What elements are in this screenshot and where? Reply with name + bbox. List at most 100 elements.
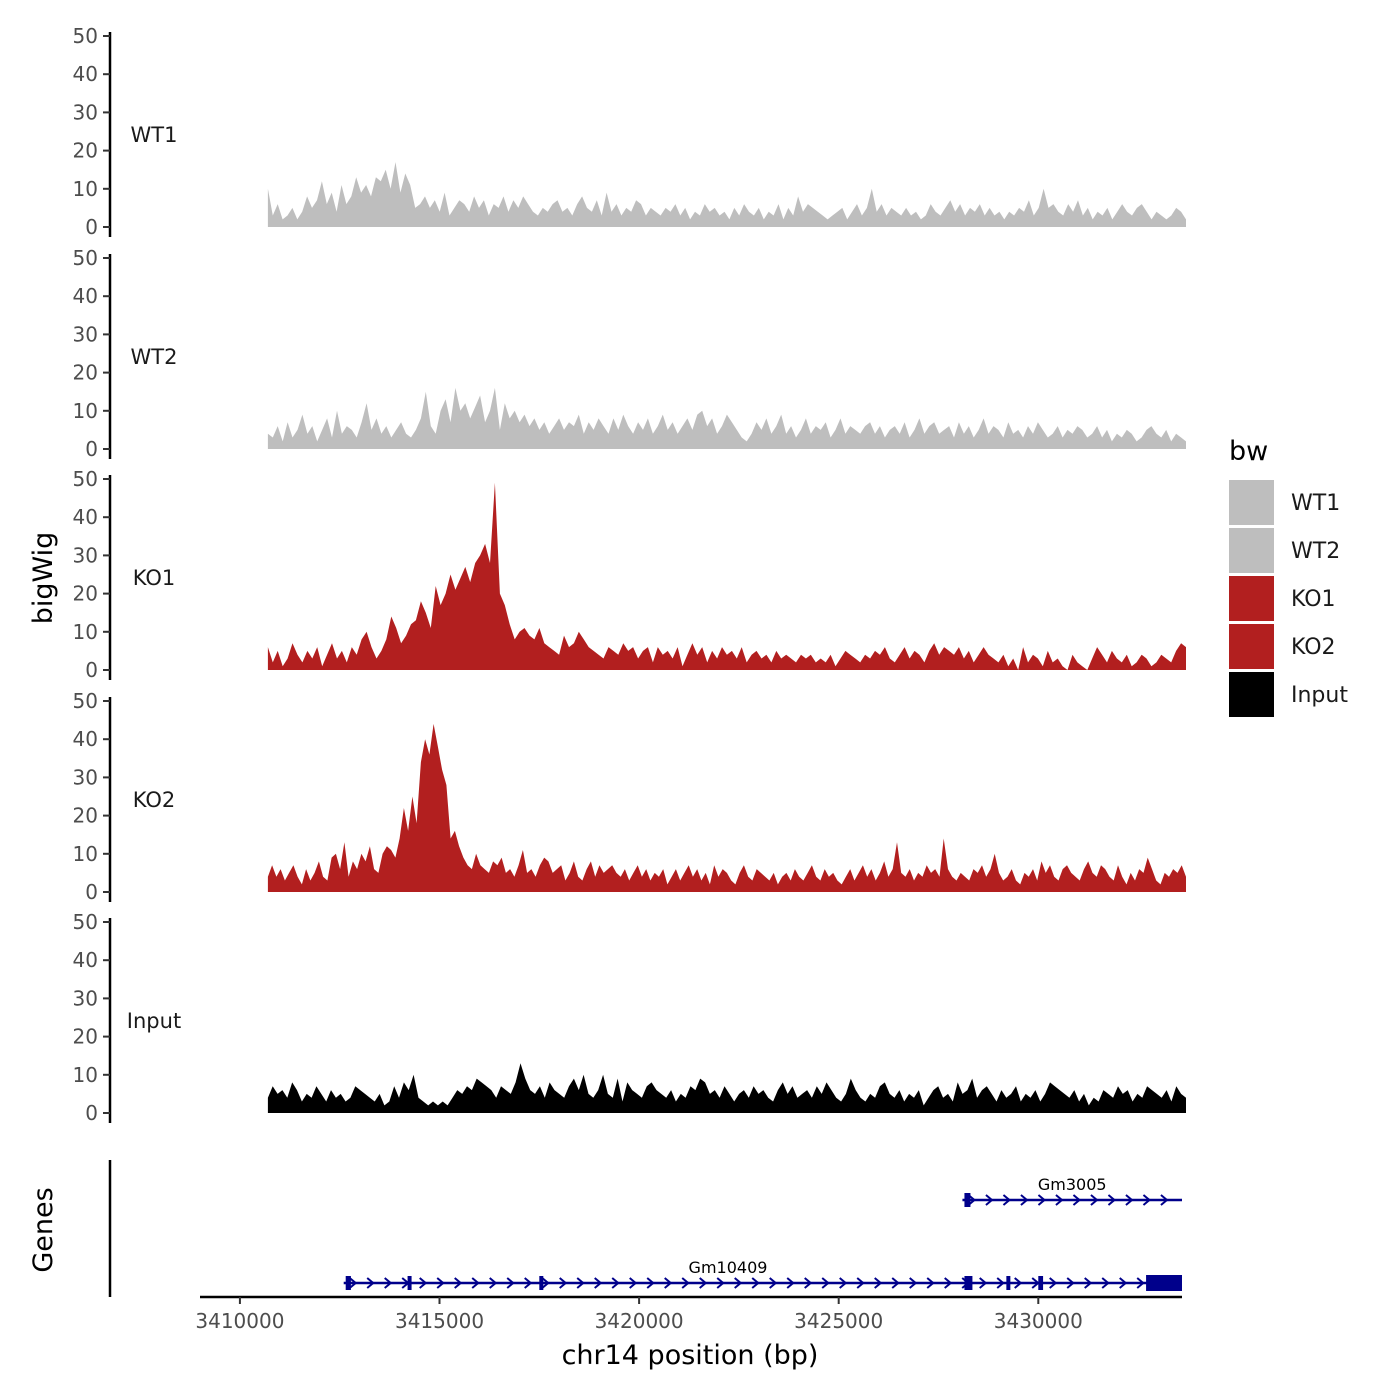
legend: bw WT1 WT2 KO1 KO2 Input bbox=[1229, 436, 1348, 717]
y-tick-label: 50 bbox=[73, 689, 98, 713]
strand-arrow bbox=[786, 1277, 795, 1289]
signal-area-wt1 bbox=[267, 162, 1186, 227]
exon bbox=[345, 1276, 351, 1290]
y-tick-label: 50 bbox=[73, 24, 98, 48]
y-tick-label: 30 bbox=[73, 543, 98, 567]
track-label: KO1 bbox=[133, 566, 176, 590]
track-ko1: 0 10 20 30 40 50 KO1 bbox=[73, 467, 1186, 682]
y-tick-label: 20 bbox=[73, 361, 98, 385]
y-axis-title: bigWig bbox=[28, 532, 59, 625]
strand-arrow bbox=[384, 1277, 393, 1289]
track-input: 0 10 20 30 40 50 Input bbox=[73, 910, 1186, 1125]
strand-arrow bbox=[436, 1277, 445, 1289]
exon bbox=[539, 1276, 544, 1290]
y-tick-label: 20 bbox=[73, 139, 98, 163]
y-tick-label: 0 bbox=[85, 880, 98, 904]
strand-arrow bbox=[489, 1277, 498, 1289]
x-tick-label: 3415000 bbox=[395, 1309, 484, 1333]
legend-swatch-wt2 bbox=[1229, 528, 1274, 573]
strand-arrow bbox=[1049, 1277, 1058, 1289]
strand-arrow bbox=[874, 1277, 883, 1289]
exon bbox=[407, 1276, 412, 1290]
y-tick-label: 20 bbox=[73, 582, 98, 606]
strand-arrow bbox=[1107, 1194, 1117, 1206]
y-tick-label: 0 bbox=[85, 215, 98, 239]
strand-arrow bbox=[804, 1277, 813, 1289]
strand-arrow bbox=[716, 1277, 725, 1289]
strand-arrow bbox=[1055, 1194, 1064, 1206]
signal-area-input bbox=[267, 1063, 1186, 1113]
y-tick-label: 40 bbox=[73, 62, 98, 86]
legend-label: KO2 bbox=[1291, 635, 1336, 660]
strand-arrow bbox=[821, 1277, 830, 1289]
strand-arrow bbox=[891, 1277, 900, 1289]
track-wt1: 0 10 20 30 40 50 WT1 bbox=[73, 24, 1186, 239]
x-tick-label: 3430000 bbox=[994, 1309, 1083, 1333]
strand-arrow bbox=[734, 1277, 743, 1289]
exon bbox=[964, 1276, 973, 1290]
y-tick-label: 50 bbox=[73, 910, 98, 934]
x-axis: 3410000 3415000 3420000 3425000 3430000 bbox=[195, 1295, 1182, 1333]
strand-arrow bbox=[1160, 1194, 1169, 1206]
strand-arrow bbox=[699, 1277, 708, 1289]
y-tick-label: 10 bbox=[73, 620, 98, 644]
strand-arrow bbox=[1020, 1194, 1029, 1206]
legend-swatch-wt1 bbox=[1229, 480, 1274, 525]
signal-tracks: 0 10 20 30 40 50 WT1 0 10 20 30 40 50 WT2 0 10 20 30 40 50 K… bbox=[73, 24, 1186, 1125]
legend-label: Input bbox=[1291, 683, 1348, 708]
gene-gm3005: Gm3005 bbox=[962, 1175, 1182, 1207]
strand-arrow bbox=[985, 1194, 994, 1206]
y-tick-label: 40 bbox=[73, 948, 98, 972]
strand-arrow bbox=[611, 1277, 620, 1289]
y-tick-label: 40 bbox=[73, 505, 98, 529]
strand-arrow bbox=[454, 1277, 463, 1289]
x-tick-label: 3425000 bbox=[794, 1309, 883, 1333]
strand-arrow bbox=[769, 1277, 778, 1289]
strand-arrow bbox=[576, 1277, 585, 1289]
strand-arrow bbox=[629, 1277, 638, 1289]
strand-arrow bbox=[1090, 1194, 1099, 1206]
strand-arrow bbox=[979, 1277, 988, 1289]
strand-arrow bbox=[1119, 1277, 1128, 1289]
strand-arrow bbox=[996, 1277, 1005, 1289]
strand-arrow bbox=[856, 1277, 865, 1289]
y-tick-label: 50 bbox=[73, 467, 98, 491]
strand-arrow bbox=[664, 1277, 673, 1289]
strand-arrow bbox=[559, 1277, 568, 1289]
track-label: WT1 bbox=[131, 123, 178, 147]
strand-arrow bbox=[471, 1277, 480, 1289]
y-tick-label: 30 bbox=[73, 100, 98, 124]
legend-label: KO1 bbox=[1291, 587, 1336, 612]
strand-arrow bbox=[944, 1277, 953, 1289]
genes-axis-title: Genes bbox=[28, 1187, 59, 1272]
strand-arrow bbox=[909, 1277, 918, 1289]
y-tick-label: 0 bbox=[85, 658, 98, 682]
strand-arrow bbox=[681, 1277, 690, 1289]
strand-arrow bbox=[751, 1277, 760, 1289]
track-ko2: 0 10 20 30 40 50 KO2 bbox=[73, 689, 1186, 904]
strand-arrow bbox=[926, 1277, 935, 1289]
x-tick-label: 3420000 bbox=[595, 1309, 684, 1333]
strand-arrow bbox=[524, 1277, 533, 1289]
y-tick-label: 0 bbox=[85, 437, 98, 461]
strand-arrow bbox=[1037, 1194, 1047, 1206]
track-label: WT2 bbox=[131, 345, 178, 369]
legend-title: bw bbox=[1229, 436, 1268, 467]
y-tick-label: 10 bbox=[73, 1063, 98, 1087]
legend-label: WT1 bbox=[1291, 491, 1340, 516]
gene-label: Gm10409 bbox=[689, 1258, 768, 1277]
y-tick-label: 50 bbox=[73, 246, 98, 270]
strand-arrow bbox=[1072, 1194, 1082, 1206]
y-tick-label: 20 bbox=[73, 1025, 98, 1049]
strand-arrow bbox=[349, 1277, 358, 1289]
strand-arrow bbox=[839, 1277, 848, 1289]
strand-arrow bbox=[1136, 1277, 1145, 1289]
strand-arrow bbox=[1002, 1194, 1012, 1206]
strand-arrow bbox=[419, 1277, 428, 1289]
y-tick-label: 40 bbox=[73, 284, 98, 308]
strand-arrow bbox=[1014, 1277, 1023, 1289]
strand-arrow bbox=[1125, 1194, 1134, 1206]
strand-arrow bbox=[366, 1277, 375, 1289]
strand-arrow bbox=[1142, 1194, 1152, 1206]
